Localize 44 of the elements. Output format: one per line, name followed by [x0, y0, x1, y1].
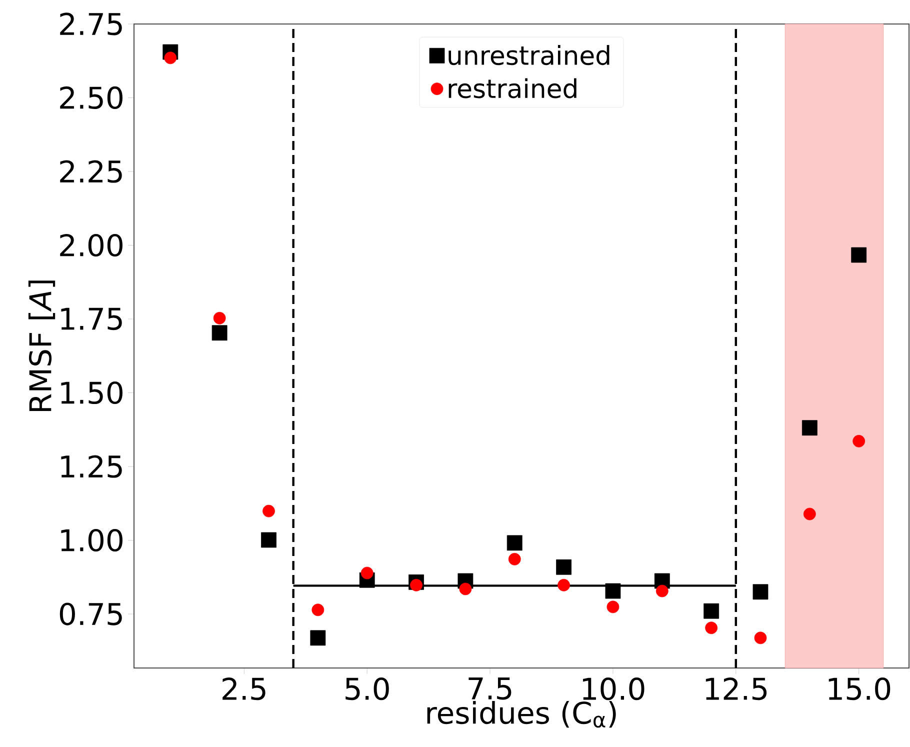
point	[506, 535, 522, 551]
x-tick-label: 15.0	[828, 678, 890, 700]
point	[261, 532, 276, 548]
point	[754, 632, 767, 644]
point	[508, 552, 521, 566]
point	[312, 604, 324, 616]
x-tick-label: 10.0	[582, 678, 644, 700]
point	[556, 559, 572, 575]
legend-label: restrained	[448, 78, 576, 98]
x-tick-label: 12.5	[706, 678, 767, 700]
x-axis-title: residues (C$_{α}$)	[427, 700, 616, 728]
point	[213, 312, 226, 324]
point	[459, 582, 472, 596]
x-tick-label: 2.5	[222, 678, 266, 700]
legend-label: unrestrained	[448, 45, 610, 66]
point	[360, 566, 374, 580]
x-tick-label: 5.0	[346, 678, 389, 700]
point	[851, 247, 867, 263]
y-tick-label: 1.50	[61, 381, 122, 404]
point	[802, 420, 818, 436]
point	[558, 578, 570, 592]
point	[212, 325, 228, 341]
y-tick-label: 1.00	[61, 528, 122, 552]
point	[704, 603, 720, 619]
point	[605, 583, 621, 599]
x-tick-label: 7.5	[468, 678, 512, 700]
point	[656, 584, 668, 598]
y-tick-label: 0.75	[60, 602, 122, 626]
point	[410, 578, 422, 592]
y-tick-label: 2.75	[60, 12, 122, 36]
point	[803, 508, 816, 520]
y-tick-label: 2.25	[60, 160, 122, 183]
point	[705, 622, 718, 634]
point	[606, 600, 620, 614]
y-tick-label: 1.75	[61, 308, 122, 330]
y-axis-title: RMSF [A]	[28, 280, 56, 412]
y-tick-label: 2.00	[60, 234, 122, 257]
point	[164, 52, 177, 64]
y-tick-label: 1.25	[61, 455, 122, 478]
y-tick-label: 2.50	[60, 86, 122, 110]
point	[752, 584, 768, 600]
point	[310, 630, 326, 646]
point	[262, 504, 275, 518]
point	[852, 434, 866, 448]
